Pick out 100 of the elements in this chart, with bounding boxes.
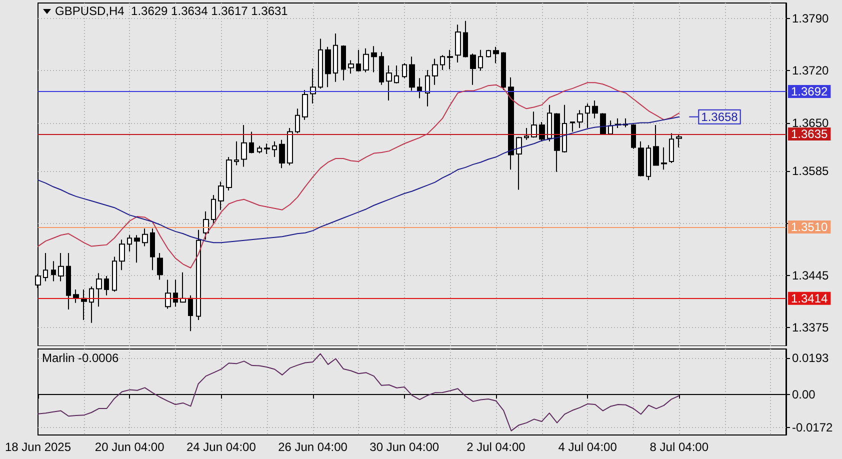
candlestick <box>43 252 48 282</box>
candlestick <box>440 54 445 70</box>
candlestick <box>211 194 216 224</box>
candlestick <box>96 272 102 308</box>
candlestick <box>646 144 651 181</box>
x-tick-label: 30 Jun 04:00 <box>370 440 440 454</box>
candlestick <box>562 104 567 154</box>
candlestick <box>142 228 148 247</box>
candlestick <box>241 124 247 168</box>
candlestick <box>51 260 56 282</box>
candlestick <box>58 252 64 282</box>
candlestick <box>432 58 438 86</box>
candlestick <box>585 102 590 128</box>
x-tick-label: 24 Jun 04:00 <box>186 440 256 454</box>
candlestick <box>417 78 422 99</box>
candlestick <box>554 112 560 172</box>
candlestick <box>302 90 308 120</box>
y-tick-label: 1.3790 <box>792 12 830 26</box>
candlestick <box>631 124 636 150</box>
candlestick <box>379 52 384 86</box>
x-tick-label: 26 Jun 04:00 <box>278 440 348 454</box>
candlestick <box>333 33 338 82</box>
candlestick <box>661 146 667 170</box>
candlestick <box>295 108 300 134</box>
ref-line-label: 1.3692 <box>791 84 828 99</box>
candlestick <box>592 100 598 119</box>
y-tick-label: 0.0193 <box>792 350 830 365</box>
candlestick <box>196 229 201 320</box>
y-tick-label: -0.0172 <box>792 420 834 434</box>
y-tick-label: 1.3585 <box>792 164 830 178</box>
candlestick <box>157 252 163 280</box>
candlestick <box>348 60 354 74</box>
candlestick <box>104 276 109 296</box>
y-tick-label: 1.3375 <box>792 320 830 334</box>
candlestick <box>638 140 644 177</box>
candlestick <box>119 239 125 271</box>
candlestick <box>386 65 392 101</box>
candlestick <box>531 111 537 138</box>
line-series <box>38 353 680 432</box>
line-series <box>38 82 680 268</box>
candlestick <box>463 20 468 58</box>
candlestick <box>425 69 430 107</box>
candlestick <box>478 49 483 72</box>
candlestick <box>325 46 331 88</box>
candlestick <box>547 104 552 142</box>
candlestick <box>188 294 193 332</box>
candlestick <box>501 52 506 91</box>
candlestick <box>356 49 361 72</box>
candlestick <box>455 24 461 64</box>
candlestick <box>234 140 239 166</box>
ref-line-label: 1.3414 <box>791 291 828 306</box>
candlestick <box>127 234 132 252</box>
candlestick <box>363 48 369 73</box>
candlestick <box>516 136 522 190</box>
candlestick <box>150 228 155 271</box>
candlestick <box>203 210 209 240</box>
x-tick-label: 18 Jun 2025 <box>4 440 72 454</box>
x-tick-label: 4 Jul 04:00 <box>558 440 618 454</box>
x-tick-label: 20 Jun 04:00 <box>94 440 165 454</box>
candlestick <box>134 234 140 264</box>
candlestick <box>264 143 270 155</box>
candlestick <box>600 112 606 136</box>
candlestick <box>112 256 117 292</box>
candlestick <box>180 272 186 303</box>
annotation: 1.3658 <box>701 110 738 124</box>
y-tick-label: 1.3445 <box>792 268 830 282</box>
candlestick <box>66 252 71 310</box>
candlestick <box>676 134 682 148</box>
candlestick <box>73 288 79 304</box>
candlestick <box>608 120 613 136</box>
candlestick <box>508 76 514 170</box>
candlestick <box>318 38 323 90</box>
candlestick <box>257 145 262 154</box>
candlestick <box>218 181 224 210</box>
y-tick-label: 1.3720 <box>792 64 830 78</box>
candlestick <box>310 68 316 104</box>
candlestick <box>226 156 232 191</box>
candlestick <box>447 49 453 70</box>
x-tick-label: 2 Jul 04:00 <box>466 440 526 454</box>
x-tick-label: 8 Jul 04:00 <box>650 440 709 454</box>
candlestick <box>165 279 171 310</box>
candlestick <box>409 56 415 92</box>
candlestick <box>394 65 399 84</box>
candlestick <box>173 279 178 308</box>
chart-title: Marlin -0.0006 <box>42 351 120 365</box>
candlestick <box>669 132 674 164</box>
candlestick <box>653 124 659 166</box>
y-tick-label: 0.00 <box>792 388 816 402</box>
candlestick <box>539 122 545 142</box>
candlestick <box>81 288 87 320</box>
candlestick <box>272 140 277 158</box>
candlestick <box>341 44 346 81</box>
ref-line-label: 1.3635 <box>791 126 828 141</box>
candlestick <box>493 46 499 64</box>
ref-line-label: 1.3510 <box>791 220 828 234</box>
candlestick <box>524 128 529 140</box>
line-series <box>38 116 680 244</box>
candlestick <box>249 131 254 154</box>
candlestick <box>577 110 583 128</box>
candlestick <box>402 62 407 79</box>
